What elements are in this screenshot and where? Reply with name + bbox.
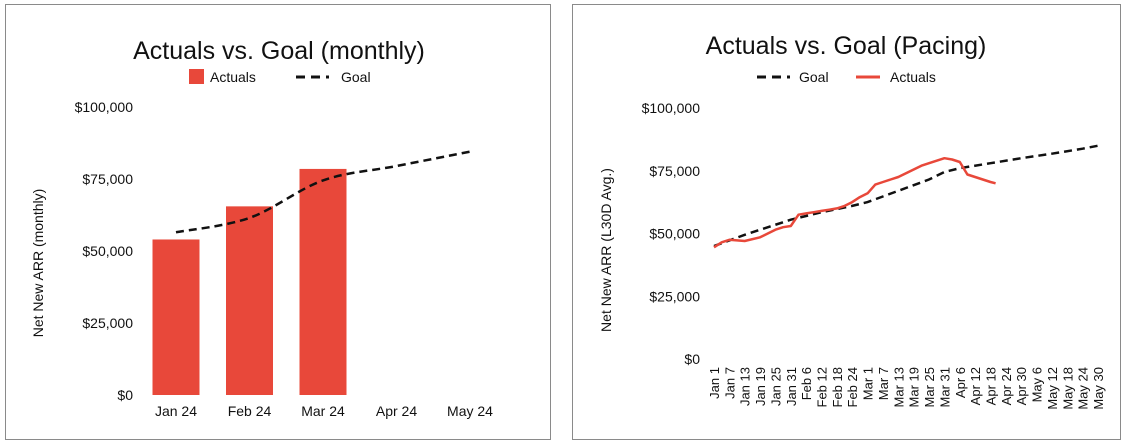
- x-tick-label: May 12: [1045, 367, 1060, 410]
- pacing-chart: Actuals vs. Goal (Pacing) Goal Actuals N…: [598, 32, 1106, 410]
- bar-actuals-feb-24: [226, 206, 273, 395]
- chart-title: Actuals vs. Goal (monthly): [133, 37, 425, 65]
- legend-actuals-label: Actuals: [890, 69, 936, 85]
- x-tick-label: Feb 12: [815, 367, 830, 407]
- y-tick-label: $100,000: [75, 99, 134, 115]
- x-tick-label: Apr 24: [376, 403, 417, 419]
- chart-title: Actuals vs. Goal (Pacing): [706, 32, 987, 60]
- x-tick-label: Apr 24: [999, 367, 1014, 405]
- x-tick-label: Mar 25: [922, 367, 937, 407]
- x-tick-label: Apr 12: [968, 367, 983, 405]
- y-tick-label: $75,000: [649, 163, 700, 179]
- legend-goal-label: Goal: [341, 69, 371, 85]
- monthly-chart-panel: Actuals vs. Goal (monthly) Actuals Goal …: [5, 4, 551, 440]
- x-tick-label: May 30: [1091, 367, 1106, 410]
- x-tick-label: Apr 18: [983, 367, 998, 405]
- x-tick-label: Jan 31: [784, 367, 799, 406]
- x-tick-label: Jan 24: [155, 403, 197, 419]
- y-tick-label: $0: [684, 351, 700, 367]
- y-tick-label: $50,000: [649, 226, 700, 242]
- y-tick-label: $25,000: [649, 288, 700, 304]
- x-tick-label: Apr 6: [953, 367, 968, 398]
- y-tick-label: $25,000: [82, 315, 133, 331]
- legend-goal-label: Goal: [799, 69, 829, 85]
- x-tick-label: Jan 1: [707, 367, 722, 399]
- x-tick-label: Mar 7: [876, 367, 891, 400]
- x-tick-label: Apr 30: [1014, 367, 1029, 405]
- x-tick-label: Feb 18: [830, 367, 845, 407]
- x-tick-label: May 24: [1076, 367, 1091, 410]
- x-tick-label: May 18: [1060, 367, 1075, 410]
- y-tick-label: $75,000: [82, 171, 133, 187]
- x-tick-label: Feb 24: [228, 403, 272, 419]
- x-tick-label: May 6: [1030, 367, 1045, 402]
- y-axis-label: Net New ARR (monthly): [30, 189, 46, 338]
- x-tick-label: Mar 24: [301, 403, 345, 419]
- legend-actuals-label: Actuals: [210, 69, 256, 85]
- bar-actuals-jan-24: [152, 239, 200, 395]
- x-tick-label: May 24: [447, 403, 493, 419]
- legend-actuals-swatch: [189, 69, 204, 84]
- monthly-plot-area: $0 $25,000 $50,000 $75,000 $100,000 Jan 24 Feb…: [75, 99, 494, 419]
- goal-line: [175, 150, 471, 234]
- x-tick-label: Mar 13: [891, 367, 906, 407]
- x-tick-label: Jan 13: [738, 367, 753, 406]
- goal-line: [713, 144, 1099, 248]
- y-axis-label: Net New ARR (L30D Avg.): [598, 168, 614, 332]
- x-tick-label: Jan 7: [722, 367, 737, 399]
- bar-actuals-mar-24: [299, 168, 347, 395]
- pacing-chart-panel: Actuals vs. Goal (Pacing) Goal Actuals N…: [572, 4, 1121, 440]
- actuals-line: [713, 156, 996, 249]
- x-tick-label: Mar 31: [937, 367, 952, 407]
- monthly-chart: Actuals vs. Goal (monthly) Actuals Goal …: [30, 37, 494, 419]
- x-tick-label: Jan 25: [768, 367, 783, 406]
- y-tick-label: $0: [117, 387, 133, 403]
- x-tick-label: Jan 19: [753, 367, 768, 406]
- x-tick-label: Feb 24: [845, 367, 860, 407]
- y-tick-label: $50,000: [82, 243, 133, 259]
- x-tick-label: Mar 19: [907, 367, 922, 407]
- x-tick-label: Feb 6: [799, 367, 814, 400]
- x-tick-label: Mar 1: [861, 367, 876, 400]
- y-tick-label: $100,000: [642, 100, 701, 116]
